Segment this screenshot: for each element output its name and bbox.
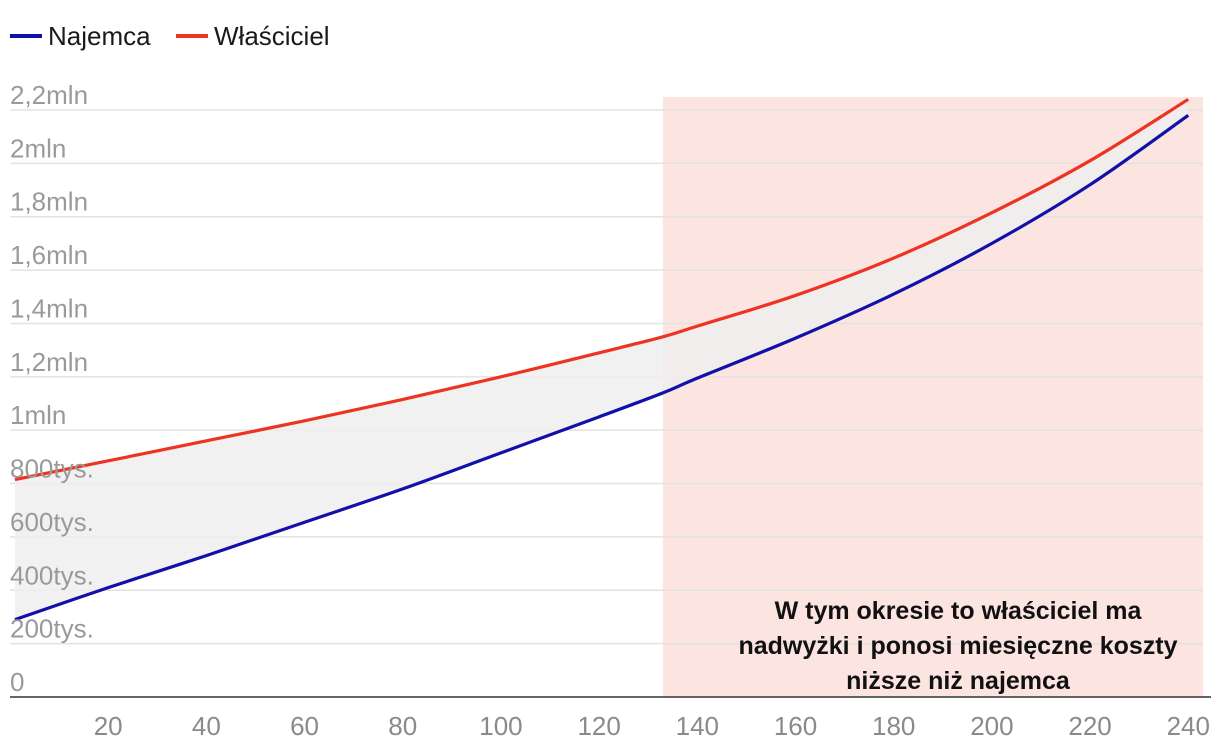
annotation-line-1: W tym okresie to właściciel ma — [775, 597, 1143, 625]
legend-label-najemca: Najemca — [48, 21, 151, 51]
x-tick-label: 220 — [1068, 711, 1111, 741]
y-tick-label: 2,2mln — [10, 80, 88, 110]
legend: Najemca Właściciel — [10, 21, 330, 51]
x-tick-label: 120 — [577, 711, 620, 741]
x-tick-label: 140 — [676, 711, 719, 741]
x-tick-label: 180 — [872, 711, 915, 741]
y-tick-label: 1,4mln — [10, 293, 88, 323]
gap-fill-area — [14, 99, 1189, 620]
y-tick-label: 400tys. — [10, 560, 94, 590]
y-tick-label: 0 — [10, 667, 24, 697]
annotation-line-2: nadwyżki i ponosi miesięczne koszty — [738, 632, 1177, 660]
x-tick-label: 60 — [290, 711, 319, 741]
x-tick-label: 20 — [94, 711, 123, 741]
x-tick-label: 160 — [774, 711, 817, 741]
legend-label-wlasciciel: Właściciel — [214, 21, 330, 51]
x-tick-label: 200 — [970, 711, 1013, 741]
annotation-line-3: niższe niż najemca — [846, 667, 1071, 695]
x-tick-label: 40 — [192, 711, 221, 741]
y-tick-label: 1mln — [10, 400, 66, 430]
y-tick-label: 800tys. — [10, 454, 94, 484]
annotation: W tym okresie to właściciel ma nadwyżki … — [738, 597, 1177, 695]
y-axis-ticks: 0 200tys. 400tys. 600tys. 800tys. 1mln 1,2mln 1… — [10, 80, 94, 697]
x-tick-label: 80 — [388, 711, 417, 741]
highlight-region — [662, 97, 1203, 697]
x-axis-ticks: 20 40 60 80 100 120 140 160 180 200 220 240 — [94, 711, 1210, 741]
y-tick-label: 1,2mln — [10, 347, 88, 377]
y-tick-label: 1,8mln — [10, 187, 88, 217]
y-tick-label: 2mln — [10, 133, 66, 163]
y-tick-label: 200tys. — [10, 614, 94, 644]
series-line-najemca — [14, 114, 1190, 622]
x-tick-label: 100 — [479, 711, 522, 741]
x-tick-label: 240 — [1167, 711, 1210, 741]
y-tick-label: 1,6mln — [10, 240, 88, 270]
series-line-wlasciciel — [14, 97, 1190, 482]
y-tick-label: 600tys. — [10, 507, 94, 537]
